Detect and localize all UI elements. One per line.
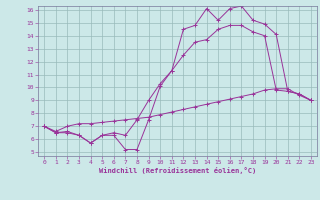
X-axis label: Windchill (Refroidissement éolien,°C): Windchill (Refroidissement éolien,°C) — [99, 167, 256, 174]
